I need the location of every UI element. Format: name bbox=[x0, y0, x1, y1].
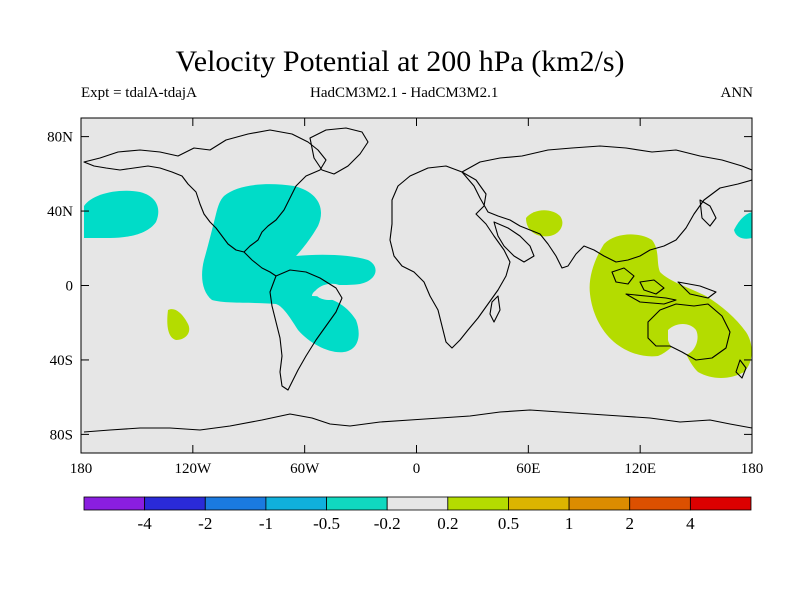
australia-gap bbox=[668, 324, 698, 355]
brazil-gap bbox=[315, 283, 346, 300]
experiment-label: Expt = tdalA-tdajA bbox=[81, 85, 197, 101]
japan-coast bbox=[699, 199, 717, 227]
colorbar-label: -1 bbox=[259, 514, 273, 533]
colorbar-swatch bbox=[326, 496, 388, 511]
anomaly-layer bbox=[83, 127, 752, 433]
americas-atlantic-negative-region bbox=[202, 184, 376, 353]
lon-label: 180 bbox=[70, 461, 93, 477]
colorbar-swatch bbox=[265, 496, 327, 511]
colorbar-label: -2 bbox=[198, 514, 212, 533]
plot-title: Velocity Potential at 200 hPa (km2/s) bbox=[175, 45, 625, 78]
lon-label: 0 bbox=[413, 461, 421, 477]
lat-label: 0 bbox=[66, 279, 74, 295]
lon-label: 120E bbox=[624, 461, 656, 477]
colorbar-label: 0.5 bbox=[498, 514, 519, 533]
asia-coast bbox=[461, 145, 752, 269]
dateline-negative-region bbox=[734, 212, 752, 239]
colorbar-swatch bbox=[508, 496, 570, 511]
colorbar-label: 2 bbox=[625, 514, 634, 533]
coastlines bbox=[83, 127, 752, 433]
colorbar-swatch bbox=[689, 496, 752, 511]
greenland-coast bbox=[309, 127, 369, 175]
north-pacific-negative-region bbox=[84, 190, 159, 238]
lon-label: 120W bbox=[174, 461, 212, 477]
south-pacific-positive-region bbox=[167, 309, 190, 340]
colorbar-swatch bbox=[447, 496, 509, 511]
colorbar-label: 0.2 bbox=[437, 514, 458, 533]
lon-label: 60E bbox=[516, 461, 540, 477]
new-zealand-coast bbox=[735, 359, 747, 379]
colorbar-label: -0.2 bbox=[374, 514, 401, 533]
indonesia-coast bbox=[611, 267, 717, 305]
colorbar-label: -4 bbox=[138, 514, 153, 533]
colorbar-swatch bbox=[568, 496, 631, 511]
colorbar-label: 4 bbox=[686, 514, 695, 533]
central-america-coast bbox=[243, 251, 277, 277]
lon-label: 180 bbox=[741, 461, 764, 477]
lat-label: 40N bbox=[47, 204, 73, 220]
colorbar-swatch bbox=[144, 496, 206, 511]
colorbar-label: -0.5 bbox=[313, 514, 340, 533]
season-label: ANN bbox=[720, 85, 754, 101]
colorbar-swatch bbox=[83, 496, 146, 511]
axes: 80N 40N 0 40S 80S 180 120W 60W 0 60E 120E 180 bbox=[47, 118, 763, 477]
colorbar-swatch bbox=[204, 496, 267, 511]
lat-label: 80S bbox=[50, 427, 73, 443]
australia-coast bbox=[647, 303, 731, 361]
colorbar: -4 -2 -1 -0.5 -0.2 0.2 0.5 1 2 4 bbox=[83, 496, 752, 533]
europe-africa-coast bbox=[389, 165, 511, 349]
colorbar-swatch bbox=[629, 496, 691, 511]
antarctica-coast bbox=[83, 409, 752, 433]
model-label: HadCM3M2.1 - HadCM3M2.1 bbox=[310, 85, 499, 101]
north-america-coast bbox=[83, 129, 327, 253]
colorbar-label: 1 bbox=[565, 514, 574, 533]
madagascar-coast bbox=[489, 295, 501, 323]
middle-east-positive-region bbox=[526, 210, 563, 237]
south-america-coast bbox=[269, 269, 343, 391]
lat-label: 80N bbox=[47, 130, 73, 146]
colorbar-swatch bbox=[386, 496, 449, 511]
lat-label: 40S bbox=[50, 353, 73, 369]
lon-label: 60W bbox=[290, 461, 320, 477]
arabia-coast bbox=[493, 221, 535, 263]
